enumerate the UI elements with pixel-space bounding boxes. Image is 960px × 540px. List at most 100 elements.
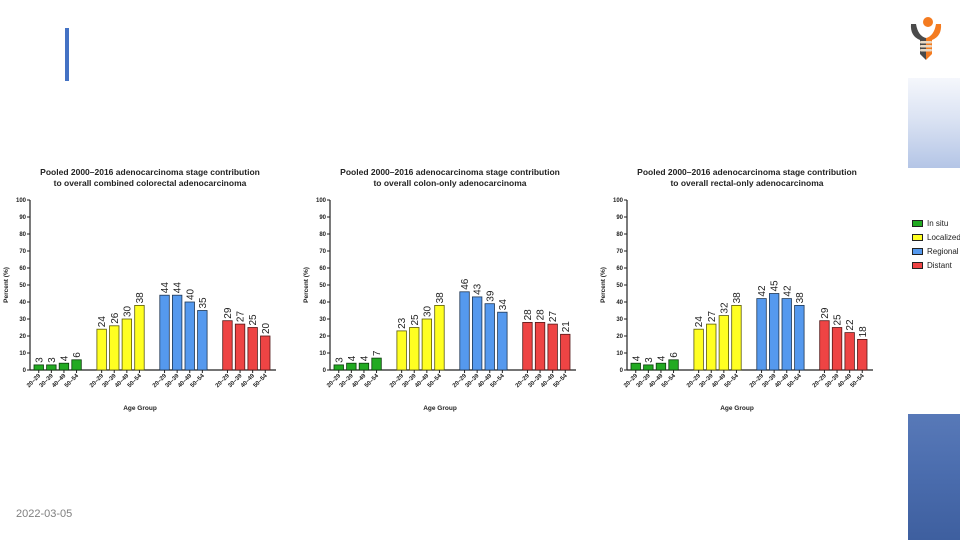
data-label: 44 xyxy=(160,282,171,294)
legend-item-distant: Distant xyxy=(912,258,960,272)
y-axis-label: Percent (%) xyxy=(600,267,607,303)
bar xyxy=(693,328,704,371)
data-label: 42 xyxy=(757,285,768,297)
x-tick-label: 50–54 xyxy=(661,373,678,390)
bar xyxy=(333,364,344,371)
y-tick-label: 0 xyxy=(323,368,327,374)
bar xyxy=(260,335,271,371)
data-label: 43 xyxy=(473,283,484,295)
data-label: 21 xyxy=(561,321,572,333)
legend-swatch xyxy=(912,261,923,269)
y-tick-label: 90 xyxy=(319,215,326,221)
data-label: 38 xyxy=(435,292,446,304)
legend-swatch xyxy=(912,247,923,255)
data-label: 4 xyxy=(631,355,642,361)
bar xyxy=(630,362,641,371)
x-tick-label: 50–54 xyxy=(850,373,867,390)
y-tick-label: 90 xyxy=(19,215,26,221)
data-label: 28 xyxy=(536,309,547,321)
data-label: 25 xyxy=(248,314,259,326)
bar xyxy=(560,333,571,371)
data-label: 42 xyxy=(782,285,793,297)
bar xyxy=(96,328,107,371)
x-axis-label: Age Group xyxy=(720,405,754,412)
data-label: 29 xyxy=(820,307,831,319)
y-tick-label: 60 xyxy=(19,266,26,272)
data-label: 25 xyxy=(410,314,421,326)
data-label: 18 xyxy=(858,326,869,338)
bar xyxy=(756,298,767,371)
bar xyxy=(459,291,470,371)
data-label: 3 xyxy=(47,357,58,363)
x-tick-label: 50–54 xyxy=(253,373,270,390)
data-label: 28 xyxy=(523,309,534,321)
y-tick-label: 20 xyxy=(19,334,26,340)
data-label: 38 xyxy=(795,292,806,304)
bar xyxy=(171,294,183,371)
data-label: 4 xyxy=(347,355,358,361)
bar xyxy=(819,320,830,371)
y-axis-label: Percent (%) xyxy=(303,267,310,303)
x-tick-label: 50–54 xyxy=(127,373,144,390)
legend-label: Localized xyxy=(927,232,960,242)
y-tick-label: 40 xyxy=(19,300,26,306)
bar xyxy=(109,325,120,371)
bar xyxy=(534,321,546,371)
data-label: 24 xyxy=(694,316,705,328)
bar xyxy=(346,362,357,371)
y-tick-label: 50 xyxy=(19,283,26,289)
x-tick-label: 50–54 xyxy=(553,373,570,390)
chart-title: Pooled 2000–2016 adenocarcinoma stage co… xyxy=(340,167,560,177)
data-label: 38 xyxy=(732,292,743,304)
x-axis-label: Age Group xyxy=(123,405,157,412)
bar xyxy=(655,362,667,371)
bar xyxy=(421,318,432,371)
chart-title: Pooled 2000–2016 adenocarcinoma stage co… xyxy=(637,167,857,177)
x-axis-label: Age Group xyxy=(423,405,457,412)
data-label: 30 xyxy=(422,305,433,317)
bar xyxy=(731,304,742,371)
bar xyxy=(58,362,70,371)
bar xyxy=(471,296,483,371)
data-label: 6 xyxy=(72,352,83,358)
data-label: 46 xyxy=(460,278,471,290)
chart-subtitle: to overall colon-only adenocarcinoma xyxy=(373,178,526,188)
data-label: 35 xyxy=(198,297,209,309)
data-label: 29 xyxy=(223,307,234,319)
y-axis-label: Percent (%) xyxy=(3,267,10,303)
x-tick-label: 50–54 xyxy=(724,373,741,390)
y-tick-label: 30 xyxy=(19,317,26,323)
bar xyxy=(547,323,558,371)
data-label: 24 xyxy=(97,316,108,328)
slide-date: 2022-03-05 xyxy=(16,508,73,520)
bar xyxy=(159,294,170,371)
y-tick-label: 70 xyxy=(319,249,326,255)
bar xyxy=(668,359,679,371)
y-tick-label: 50 xyxy=(319,283,326,289)
data-label: 30 xyxy=(122,305,133,317)
bar xyxy=(643,364,654,371)
y-tick-label: 50 xyxy=(616,283,623,289)
bar xyxy=(857,338,868,371)
bar xyxy=(484,303,495,371)
bar xyxy=(33,364,44,371)
bar xyxy=(247,327,258,371)
legend-item-in-situ: In situ xyxy=(912,216,960,230)
legend-label: Regional xyxy=(927,246,959,256)
data-label: 3 xyxy=(34,357,45,363)
bar xyxy=(222,320,233,371)
y-tick-label: 80 xyxy=(616,232,623,238)
decorative-panel-top xyxy=(908,78,960,168)
data-label: 4 xyxy=(656,355,667,361)
bar xyxy=(409,327,420,371)
legend-swatch xyxy=(912,219,923,227)
chart-subtitle: to overall combined colorectal adenocarc… xyxy=(54,178,247,188)
x-tick-label: 50–54 xyxy=(427,373,444,390)
y-tick-label: 30 xyxy=(319,317,326,323)
bar xyxy=(234,323,246,371)
bar xyxy=(706,323,717,371)
bar xyxy=(718,315,729,371)
data-label: 7 xyxy=(372,350,383,356)
bar xyxy=(768,293,780,371)
data-label: 34 xyxy=(498,299,509,311)
